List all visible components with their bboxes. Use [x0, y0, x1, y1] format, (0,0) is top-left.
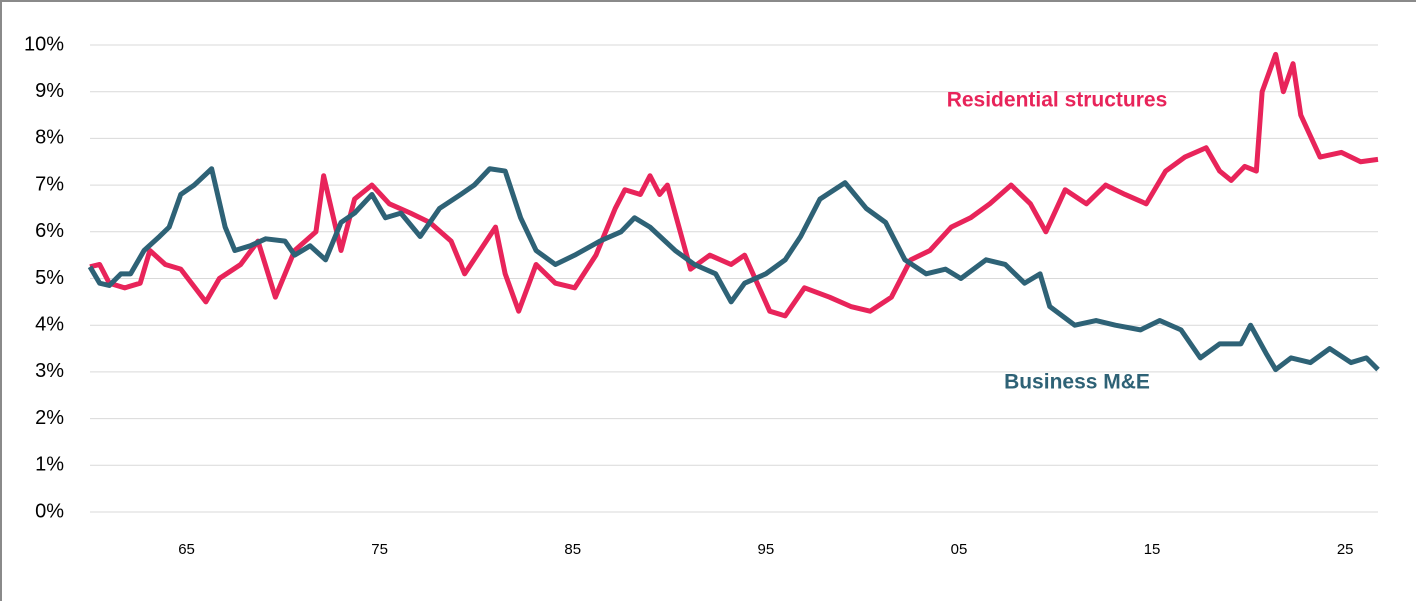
- x-tick-label: 95: [758, 541, 775, 558]
- y-tick-label: 1%: [35, 454, 64, 476]
- y-tick-label: 7%: [35, 173, 64, 195]
- y-tick-label: 4%: [35, 313, 64, 335]
- x-tick-label: 15: [1144, 541, 1161, 558]
- y-tick-label: 5%: [35, 267, 64, 289]
- x-tick-label: 85: [564, 541, 581, 558]
- y-tick-label: 8%: [35, 127, 64, 149]
- y-tick-label: 3%: [35, 360, 64, 382]
- x-tick-label: 25: [1337, 541, 1354, 558]
- series-line: [89, 51, 1379, 319]
- x-tick-label: 75: [371, 541, 388, 558]
- series-label: Business M&E: [1004, 371, 1150, 394]
- lines: [87, 51, 1380, 373]
- series-label: Residential structures: [947, 89, 1168, 112]
- grid: [90, 44, 1378, 513]
- x-tick-label: 05: [951, 541, 968, 558]
- labels: 0% 1% 2% 3% 4% 5% 6% 7% 8% 9% 10% 65 75 85 95 05 15 25 Res…: [24, 33, 1354, 558]
- series-line: [87, 166, 1380, 373]
- x-tick-label: 65: [178, 541, 195, 558]
- y-tick-label: 0%: [35, 500, 64, 522]
- y-tick-label: 10%: [24, 33, 64, 55]
- y-tick-label: 9%: [35, 80, 64, 102]
- y-tick-label: 2%: [35, 407, 64, 429]
- y-tick-label: 6%: [35, 220, 64, 242]
